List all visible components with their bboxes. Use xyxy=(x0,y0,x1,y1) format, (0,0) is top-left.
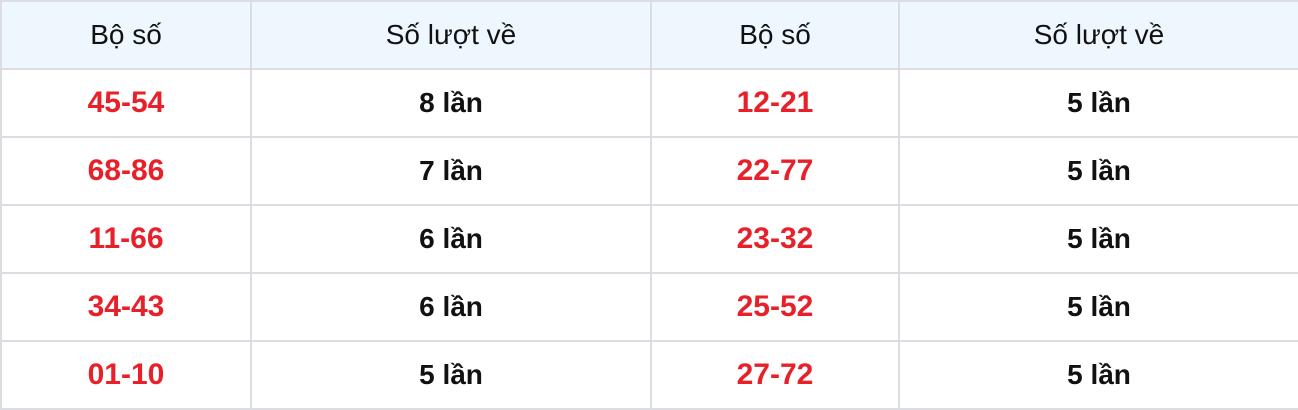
count-cell: 5 lần xyxy=(898,272,1298,342)
table-row: 68-86 7 lần 22-77 5 lần xyxy=(0,136,1298,206)
count-cell: 5 lần xyxy=(250,340,652,410)
count-cell: 7 lần xyxy=(250,136,652,206)
pair-cell: 45-54 xyxy=(0,68,252,138)
pair-cell: 25-52 xyxy=(650,272,900,342)
pair-cell: 22-77 xyxy=(650,136,900,206)
header-count: Số lượt về xyxy=(250,0,652,70)
count-cell: 6 lần xyxy=(250,272,652,342)
count-cell: 6 lần xyxy=(250,204,652,274)
pair-cell: 01-10 xyxy=(0,340,252,410)
table-row: 34-43 6 lần 25-52 5 lần xyxy=(0,272,1298,342)
table-row: 11-66 6 lần 23-32 5 lần xyxy=(0,204,1298,274)
count-cell: 5 lần xyxy=(898,340,1298,410)
count-cell: 5 lần xyxy=(898,204,1298,274)
header-pair: Bộ số xyxy=(650,0,900,70)
pair-cell: 68-86 xyxy=(0,136,252,206)
header-pair: Bộ số xyxy=(0,0,252,70)
pair-cell: 12-21 xyxy=(650,68,900,138)
count-cell: 5 lần xyxy=(898,136,1298,206)
pair-cell: 23-32 xyxy=(650,204,900,274)
pair-cell: 34-43 xyxy=(0,272,252,342)
count-cell: 5 lần xyxy=(898,68,1298,138)
count-cell: 8 lần xyxy=(250,68,652,138)
table-header-row: Bộ số Số lượt về Bộ số Số lượt về xyxy=(0,0,1298,70)
table-row: 45-54 8 lần 12-21 5 lần xyxy=(0,68,1298,138)
pair-cell: 27-72 xyxy=(650,340,900,410)
header-count: Số lượt về xyxy=(898,0,1298,70)
pair-cell: 11-66 xyxy=(0,204,252,274)
table-row: 01-10 5 lần 27-72 5 lần xyxy=(0,340,1298,410)
